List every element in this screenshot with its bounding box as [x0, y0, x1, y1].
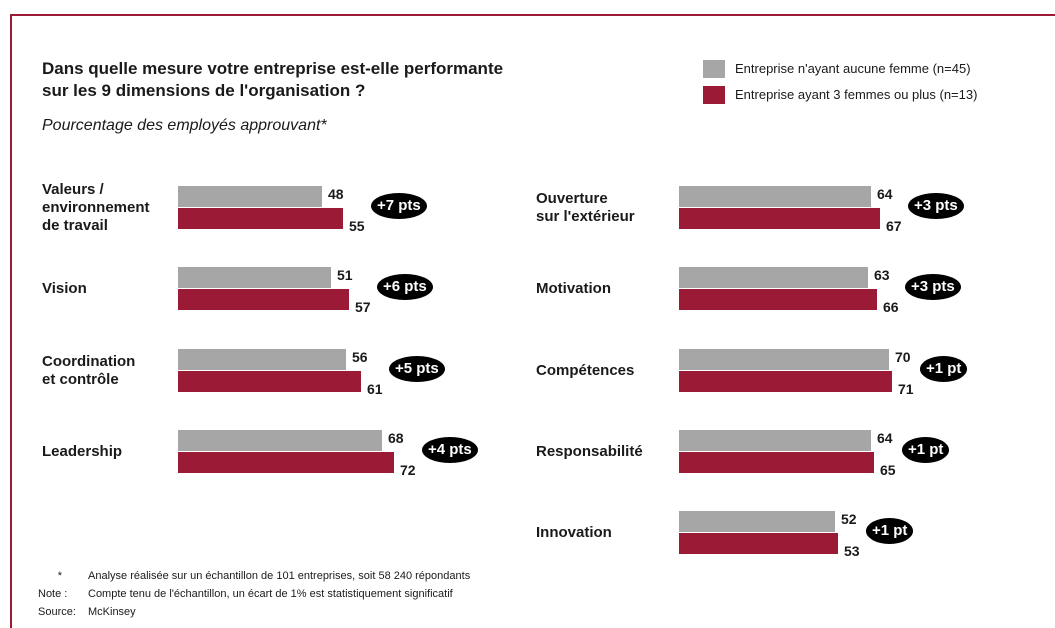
- value-label: 53: [844, 543, 860, 560]
- category-label: Ouverture sur l'extérieur: [536, 190, 635, 225]
- bar: [679, 370, 892, 392]
- category-label: Coordination et contrôle: [42, 352, 136, 388]
- category-label: Motivation: [536, 280, 611, 298]
- bar: [679, 267, 868, 289]
- category-label: Responsabilité: [536, 442, 643, 460]
- value-label: 57: [355, 299, 371, 316]
- bar: [679, 451, 874, 473]
- difference-badge: +4 pts: [422, 436, 478, 463]
- bar: [679, 511, 835, 533]
- value-label: 70: [895, 348, 911, 365]
- bar: [679, 348, 889, 370]
- value-label: 51: [337, 267, 353, 284]
- note-text: McKinsey: [88, 606, 136, 618]
- chart-subtitle: Pourcentage des employés approuvant*: [42, 117, 327, 134]
- value-label: 71: [898, 380, 914, 397]
- difference-badge: +7 pts: [371, 193, 427, 219]
- difference-badge: +1 pt: [920, 355, 968, 382]
- value-label: 55: [349, 218, 365, 234]
- bar: [679, 208, 880, 229]
- category-label: Leadership: [42, 442, 123, 460]
- value-label: 56: [352, 348, 368, 365]
- value-label: 52: [841, 511, 857, 528]
- value-label: 72: [400, 461, 416, 478]
- legend-label: Entreprise n'ayant aucune femme (n=45): [735, 61, 971, 76]
- bar: [178, 451, 394, 473]
- bar: [679, 289, 877, 311]
- category-label: Innovation: [536, 524, 612, 542]
- frame: [10, 14, 1055, 628]
- difference-badge: +1 pt: [902, 436, 950, 463]
- bar: [178, 289, 349, 311]
- difference-badge: +1 pt: [866, 518, 914, 545]
- value-label: 64: [877, 429, 893, 446]
- note-marker: Note :: [38, 588, 68, 600]
- difference-badge: +6 pts: [377, 274, 433, 301]
- note-marker: *: [57, 570, 62, 582]
- legend-swatch: [703, 60, 725, 78]
- bar: [679, 186, 871, 207]
- bar: [178, 370, 361, 392]
- difference-badge: +5 pts: [389, 355, 445, 382]
- note-text: Compte tenu de l'échantillon, un écart d…: [88, 588, 453, 600]
- value-label: 66: [883, 299, 899, 316]
- value-label: 65: [880, 461, 896, 478]
- value-label: 64: [877, 186, 893, 202]
- value-label: 48: [328, 186, 344, 202]
- difference-badge: +3 pts: [908, 193, 964, 219]
- note-marker: Source:: [38, 606, 76, 618]
- value-label: 68: [388, 429, 404, 446]
- bar: [178, 208, 343, 229]
- value-label: 67: [886, 218, 902, 234]
- category-label: Compétences: [536, 361, 635, 379]
- chart-title: Dans quelle mesure votre entreprise est-…: [42, 59, 504, 100]
- bar: [679, 533, 838, 555]
- bar: [178, 267, 331, 289]
- value-label: 63: [874, 267, 890, 284]
- difference-badge: +3 pts: [905, 274, 961, 301]
- value-label: 61: [367, 380, 383, 397]
- category-label: Vision: [42, 280, 87, 298]
- bar: [178, 348, 346, 370]
- bar: [178, 186, 322, 207]
- bar: [178, 429, 382, 451]
- legend-swatch: [703, 86, 725, 104]
- legend-label: Entreprise ayant 3 femmes ou plus (n=13): [735, 87, 978, 102]
- category-label: Valeurs / environnement de travail: [42, 181, 150, 234]
- note-text: Analyse réalisée sur un échantillon de 1…: [88, 570, 471, 582]
- bar: [679, 429, 871, 451]
